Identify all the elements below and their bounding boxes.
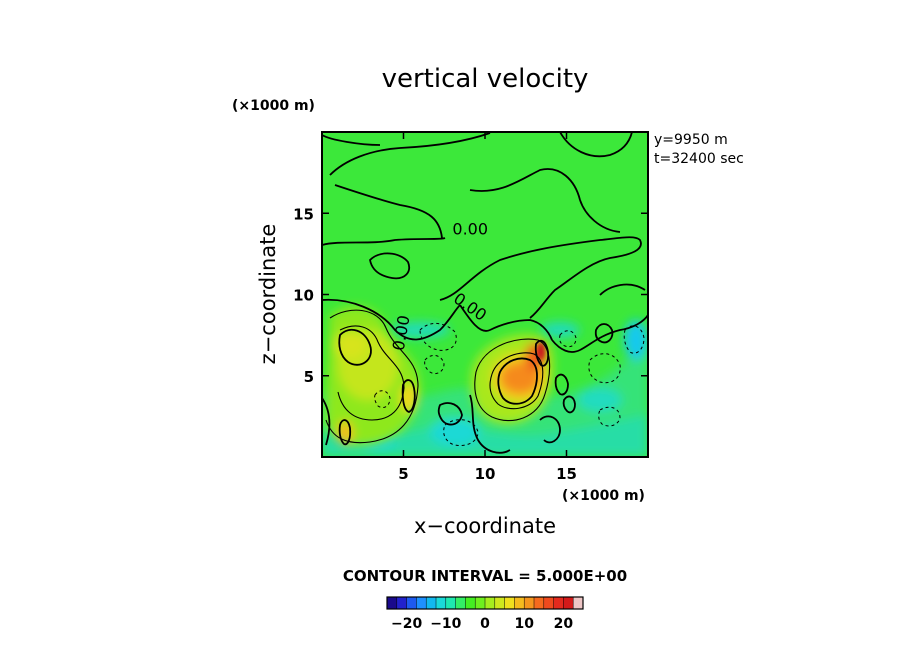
plot-area bbox=[322, 132, 648, 457]
y-axis: 5 10 15 bbox=[293, 205, 648, 386]
x-tick-label: 10 bbox=[475, 465, 496, 483]
y-axis-label: z−coordinate bbox=[256, 224, 280, 365]
colorbar-tick-label: −20 bbox=[391, 616, 422, 632]
x-axis: 5 10 15 bbox=[398, 132, 577, 483]
colorbar-swatch bbox=[494, 597, 505, 609]
y-unit-label: (×1000 m) bbox=[232, 98, 315, 114]
colorbar-swatch bbox=[406, 597, 417, 609]
contour-interval: CONTOUR INTERVAL = 5.000E+00 bbox=[343, 567, 627, 585]
x-axis-label: x−coordinate bbox=[414, 514, 556, 538]
colorbar-swatch bbox=[396, 597, 407, 609]
contours-thin bbox=[325, 309, 551, 444]
contours-negative bbox=[374, 323, 645, 446]
colorbar-tick-label: 20 bbox=[554, 616, 574, 632]
colorbar-swatch bbox=[543, 597, 554, 609]
colorbar-tick-label: 0 bbox=[480, 616, 490, 632]
colorbar-swatch bbox=[426, 597, 437, 609]
colorbar-swatch bbox=[445, 597, 456, 609]
colorbar-swatch bbox=[524, 597, 535, 609]
colorbar-swatch bbox=[514, 597, 525, 609]
y-tick-label: 5 bbox=[304, 368, 314, 386]
colorbar-swatch bbox=[387, 597, 398, 609]
colorbar-tick-label: −10 bbox=[430, 616, 461, 632]
y-tick-label: 10 bbox=[293, 287, 314, 305]
colorbar-swatch bbox=[455, 597, 466, 609]
info-t: t=32400 sec bbox=[654, 151, 744, 167]
colorbar-swatch bbox=[504, 597, 515, 609]
colorbar-swatch bbox=[534, 597, 545, 609]
contour-labels: 0.000.000.00 bbox=[389, 219, 490, 352]
x-tick-label: 5 bbox=[398, 465, 408, 483]
y-tick-label: 15 bbox=[293, 205, 314, 223]
colorbar-swatch bbox=[485, 597, 496, 609]
info-y: y=9950 m bbox=[654, 132, 728, 148]
colorbar-swatch bbox=[563, 597, 574, 609]
colorbar-tick-label: 10 bbox=[514, 616, 534, 632]
colorbar-swatch bbox=[475, 597, 486, 609]
colorbar: −20 −10 0 10 20 bbox=[386, 596, 584, 632]
colorbar-swatch bbox=[465, 597, 476, 609]
colorbar-swatch bbox=[416, 597, 427, 609]
contours bbox=[322, 132, 648, 454]
x-unit-label: (×1000 m) bbox=[562, 488, 645, 504]
colorbar-swatch bbox=[436, 597, 447, 609]
contour-label: 0.00 bbox=[452, 219, 488, 238]
x-tick-label: 15 bbox=[556, 465, 577, 483]
colorbar-swatch bbox=[573, 597, 584, 609]
chart-title: vertical velocity bbox=[382, 64, 589, 94]
colorbar-swatch bbox=[553, 597, 564, 609]
